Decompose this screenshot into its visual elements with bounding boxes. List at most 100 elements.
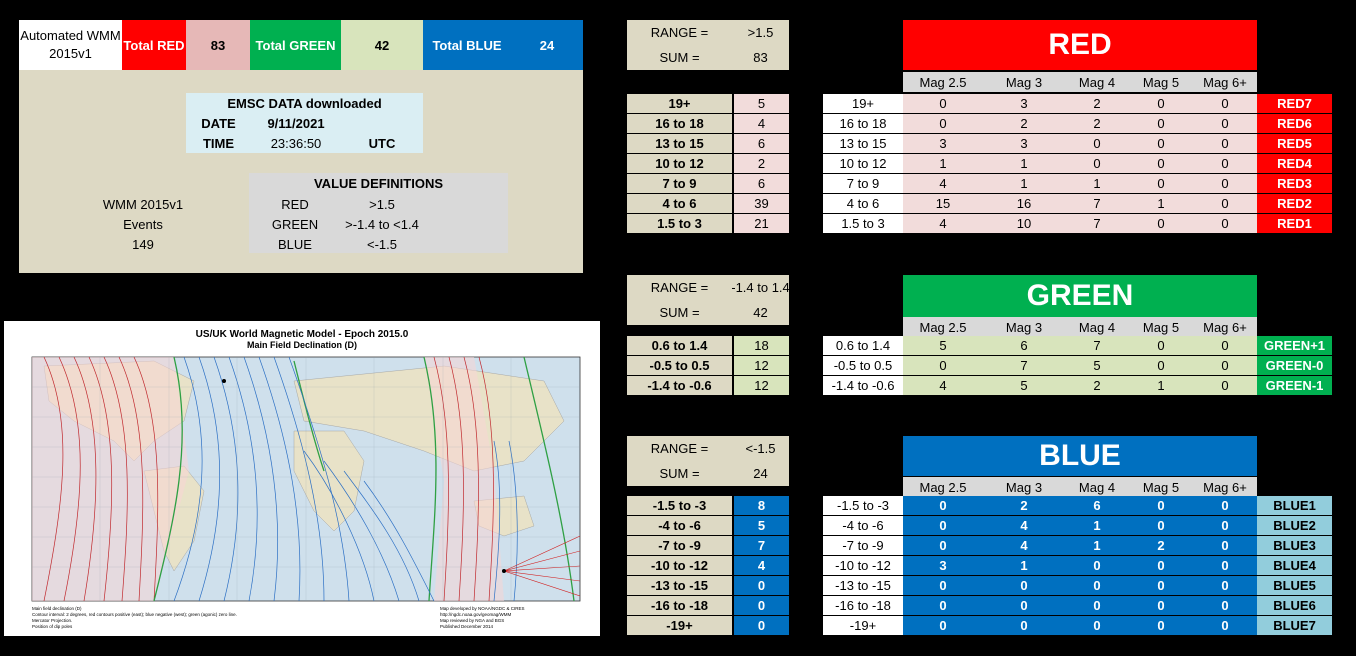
red-row-label: RED7: [1257, 94, 1332, 113]
total-green-label: Total GREEN: [250, 20, 341, 70]
blue-table-range: -1.5 to -3: [823, 496, 903, 515]
green-mag-cell: 1: [1129, 376, 1193, 395]
blue-mag-cell: 0: [983, 596, 1065, 615]
blue-mag-cell: 0: [1129, 576, 1193, 595]
map-footer-right-line: Published December 2014: [440, 624, 494, 629]
map-footer-right: Map developed by NOAA/NGDC & CIRES http:…: [440, 606, 580, 630]
green-sum-label: SUM =: [659, 305, 700, 320]
map-graphic: [31, 356, 581, 602]
blue-mag-cell: 0: [903, 496, 983, 515]
blue-mag-cell: 0: [1129, 596, 1193, 615]
green-row-label: GREEN-1: [1257, 376, 1332, 395]
green-mag-cell: 0: [1129, 356, 1193, 375]
blue-row-range: -10 to -12: [627, 556, 732, 575]
red-mag-cell: 0: [1129, 214, 1193, 233]
blue-sum-value: 24: [753, 466, 768, 481]
red-mag-cell: 4: [903, 214, 983, 233]
map-footer-left-line: Main field declination (D): [32, 606, 82, 611]
blue-row-range: -1.5 to -3: [627, 496, 732, 515]
red-mag-cell: 3: [983, 134, 1065, 153]
map-footer-left-line: Mercator Projection.: [32, 618, 73, 623]
green-mag-cell: 0: [1129, 336, 1193, 355]
blue-mag-cell: 2: [983, 496, 1065, 515]
red-row-range: 10 to 12: [627, 154, 732, 173]
def-green-name: GREEN: [271, 216, 319, 232]
total-green-value: 42: [341, 20, 423, 70]
blue-row-label: BLUE4: [1257, 556, 1332, 575]
blue-mag-cell: 0: [1129, 616, 1193, 635]
blue-mag-cell: 0: [1065, 576, 1129, 595]
def-green-range: >-1.4 to <1.4: [345, 216, 419, 232]
red-sum-label: SUM =: [659, 50, 700, 65]
red-row-count: 2: [734, 154, 789, 173]
blue-row-count: 8: [734, 496, 789, 515]
red-row-label: RED6: [1257, 114, 1332, 133]
red-row-count: 6: [734, 134, 789, 153]
green-mag-cell: 5: [1065, 356, 1129, 375]
red-row-range: 7 to 9: [627, 174, 732, 193]
date-spacer: [341, 113, 423, 133]
green-mag-cell: 4: [903, 376, 983, 395]
blue-mag-cell: 0: [1129, 496, 1193, 515]
app-title-text: Automated WMM 2015v1: [20, 28, 121, 61]
green-mag-header: Mag 3: [983, 317, 1065, 337]
blue-mag-header: Mag 3: [983, 477, 1065, 497]
green-mag-cell: 0: [1193, 376, 1257, 395]
blue-range-label: RANGE =: [650, 441, 709, 456]
total-blue-value: 24: [511, 20, 583, 70]
red-row-range: 16 to 18: [627, 114, 732, 133]
red-table-range: 16 to 18: [823, 114, 903, 133]
red-mag-header: Mag 3: [983, 72, 1065, 92]
red-mag-cell: 1: [1065, 174, 1129, 193]
blue-row-label: BLUE2: [1257, 516, 1332, 535]
value-definitions-panel: [249, 173, 508, 253]
date-value: 9/11/2021: [251, 113, 341, 133]
red-row-count: 5: [734, 94, 789, 113]
blue-row-count: 0: [734, 616, 789, 635]
red-mag-cell: 0: [1193, 214, 1257, 233]
red-sum-value: 83: [753, 50, 768, 65]
blue-mag-cell: 4: [983, 536, 1065, 555]
red-mag-cell: 4: [903, 174, 983, 193]
red-table-range: 13 to 15: [823, 134, 903, 153]
blue-mag-cell: 1: [1065, 516, 1129, 535]
red-mag-cell: 15: [903, 194, 983, 213]
red-mag-cell: 0: [1129, 134, 1193, 153]
red-table-range: 1.5 to 3: [823, 214, 903, 233]
red-row-label: RED3: [1257, 174, 1332, 193]
blue-mag-cell: 0: [983, 576, 1065, 595]
red-mag-cell: 0: [1065, 154, 1129, 173]
red-mag-cell: 0: [1193, 194, 1257, 213]
blue-mag-cell: 2: [1129, 536, 1193, 555]
total-red-label: Total RED: [122, 20, 186, 70]
red-mag-cell: 0: [1129, 174, 1193, 193]
red-title: RED: [903, 20, 1257, 70]
blue-row-count: 7: [734, 536, 789, 555]
map-footer-right-line: Map reviewed by NGA and BGS: [440, 618, 505, 623]
blue-mag-cell: 6: [1065, 496, 1129, 515]
blue-row-range: -4 to -6: [627, 516, 732, 535]
red-mag-cell: 2: [1065, 114, 1129, 133]
red-row-count: 39: [734, 194, 789, 213]
red-mag-cell: 0: [1193, 114, 1257, 133]
green-mag-cell: 5: [983, 376, 1065, 395]
blue-table-range: -13 to -15: [823, 576, 903, 595]
green-sum-value: 42: [753, 305, 768, 320]
red-row-range: 13 to 15: [627, 134, 732, 153]
blue-mag-cell: 1: [983, 556, 1065, 575]
red-mag-header: Mag 2.5: [903, 72, 983, 92]
red-row-range: 19+: [627, 94, 732, 113]
blue-row-label: BLUE7: [1257, 616, 1332, 635]
green-mag-cell: 6: [983, 336, 1065, 355]
red-mag-cell: 0: [903, 114, 983, 133]
events-count: 149: [132, 236, 154, 252]
green-range-value: -1.4 to 1.4: [732, 280, 789, 295]
blue-mag-header: Mag 4: [1065, 477, 1129, 497]
red-table-range: 4 to 6: [823, 194, 903, 213]
blue-row-range: -16 to -18: [627, 596, 732, 615]
red-row-count: 4: [734, 114, 789, 133]
green-mag-header: Mag 6+: [1193, 317, 1257, 337]
blue-mag-header: Mag 2.5: [903, 477, 983, 497]
green-row-label: GREEN-0: [1257, 356, 1332, 375]
red-mag-cell: 3: [903, 134, 983, 153]
